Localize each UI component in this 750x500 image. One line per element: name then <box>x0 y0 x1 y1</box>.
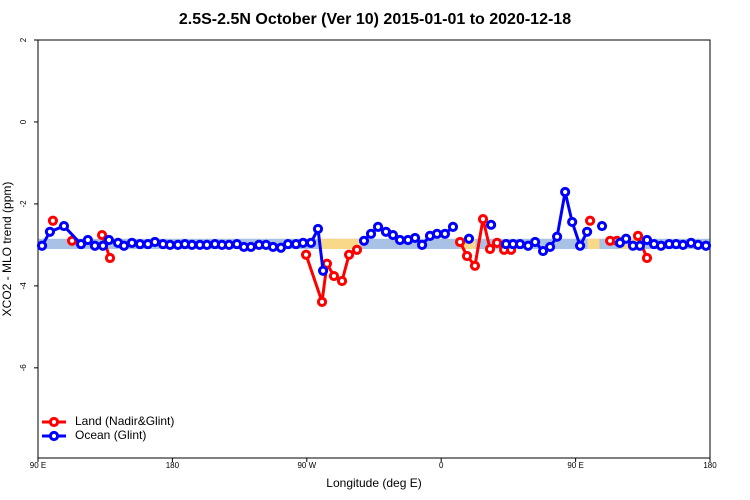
point <box>300 249 312 260</box>
point <box>365 228 377 239</box>
y-axis-label: XCO2 - MLO trend (ppm) <box>0 182 14 317</box>
point <box>164 239 176 251</box>
point <box>297 237 309 248</box>
point <box>551 231 563 242</box>
x-tick-label: 180 <box>703 461 717 470</box>
point <box>431 228 443 239</box>
x-axis-label: Longitude (deg E) <box>326 476 421 490</box>
legend-marker <box>48 416 60 428</box>
point <box>358 235 370 246</box>
point <box>343 249 355 260</box>
point <box>560 186 571 198</box>
point <box>149 236 161 248</box>
point <box>463 233 475 244</box>
point <box>530 236 541 248</box>
y-tick-label: -6 <box>19 364 28 372</box>
point <box>372 221 384 232</box>
point <box>439 228 451 239</box>
point <box>596 220 608 232</box>
point <box>469 260 481 271</box>
x-tick-label: 90 W <box>297 461 316 470</box>
point <box>544 241 556 253</box>
point <box>620 233 632 244</box>
band-highlight <box>587 238 600 249</box>
point <box>328 270 340 282</box>
point <box>186 239 198 251</box>
point <box>484 243 496 255</box>
band-highlight <box>320 238 361 249</box>
point <box>461 250 473 262</box>
point <box>44 226 56 237</box>
x-tick-label: 0 <box>439 461 444 470</box>
point <box>36 240 48 251</box>
point <box>632 230 644 241</box>
point <box>223 239 235 251</box>
point <box>89 240 100 251</box>
x-tick-label: 180 <box>166 461 180 470</box>
point <box>267 241 279 253</box>
point <box>447 221 459 232</box>
point <box>574 240 586 251</box>
point <box>82 234 93 246</box>
y-tick-label: -2 <box>19 200 28 208</box>
point <box>312 223 324 235</box>
point <box>514 238 526 250</box>
point <box>336 275 348 287</box>
plot-frame <box>37 39 711 459</box>
point <box>351 244 363 255</box>
point <box>584 215 596 226</box>
point <box>634 240 646 251</box>
x-tick-label: 90 E <box>30 461 46 470</box>
point <box>416 239 428 251</box>
point <box>66 235 78 246</box>
y-tick-label: 2 <box>19 37 28 42</box>
point <box>394 234 406 246</box>
point <box>700 240 712 251</box>
point <box>97 240 109 251</box>
point <box>305 237 317 248</box>
point <box>567 216 578 228</box>
point <box>103 234 115 246</box>
point <box>134 238 146 250</box>
y-tick-label: 0 <box>19 119 28 124</box>
y-tick-label: -4 <box>19 282 28 290</box>
point <box>581 226 593 237</box>
point <box>655 240 667 251</box>
point <box>491 237 503 248</box>
band <box>38 238 710 249</box>
point <box>47 215 59 226</box>
point <box>96 229 108 241</box>
point <box>692 239 704 251</box>
band-highlight <box>460 238 476 249</box>
point <box>75 238 87 250</box>
legend-marker <box>48 430 60 442</box>
point <box>387 229 399 241</box>
point <box>316 296 328 307</box>
point <box>641 252 653 264</box>
point <box>245 241 257 253</box>
x-tick-label: 90 E <box>567 461 583 470</box>
point <box>58 220 70 232</box>
legend-label: Land (Nadir&Glint) <box>75 414 174 428</box>
point <box>118 240 130 251</box>
point <box>126 237 138 248</box>
point <box>477 213 489 225</box>
point <box>485 219 497 230</box>
legend-label: Ocean (Glint) <box>75 428 146 442</box>
point <box>317 265 329 276</box>
point <box>677 239 689 251</box>
point <box>282 238 294 250</box>
chart-title: 2.5S-2.5N October (Ver 10) 2015-01-01 to… <box>179 11 571 28</box>
point <box>537 245 549 257</box>
point <box>104 252 116 264</box>
point <box>409 232 421 244</box>
point <box>641 234 653 246</box>
point <box>201 239 212 251</box>
point <box>454 236 466 248</box>
